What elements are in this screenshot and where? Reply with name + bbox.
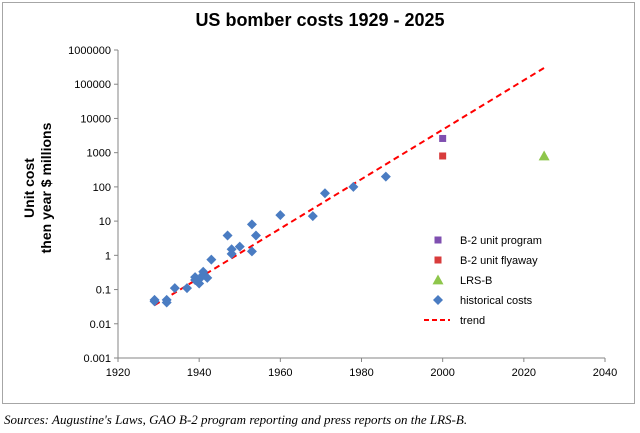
chart-frame: [2, 2, 635, 404]
x-tick-label: 1940: [187, 367, 211, 379]
data-point: [319, 188, 330, 199]
y-tick-label: 0.01: [90, 319, 111, 331]
x-tick-label: 1920: [106, 367, 130, 379]
legend-label: LRS-B: [460, 275, 492, 287]
y-tick-label: 100000: [74, 79, 111, 91]
legend-label: trend: [460, 315, 485, 327]
legend-marker: [434, 256, 442, 264]
data-point: [198, 266, 209, 277]
x-tick-label: 2000: [430, 367, 454, 379]
data-point: [348, 181, 359, 192]
data-point: [538, 150, 550, 161]
legend-label: historical costs: [460, 295, 533, 307]
data-point: [246, 246, 257, 257]
y-tick-label: 1: [105, 250, 111, 262]
data-point: [181, 283, 192, 294]
legend-marker: [432, 274, 444, 285]
y-tick-label: 10000: [80, 113, 111, 125]
x-tick-label: 2020: [512, 367, 536, 379]
chart-title: US bomber costs 1929 - 2025: [195, 10, 445, 30]
legend-label: B-2 unit flyaway: [460, 255, 538, 267]
x-tick-label: 1980: [349, 367, 373, 379]
y-tick-label: 1000000: [68, 45, 111, 57]
y-tick-label: 10: [99, 216, 111, 228]
data-point: [149, 296, 160, 307]
data-point: [161, 297, 172, 308]
data-point: [380, 171, 391, 182]
data-point: [307, 211, 318, 222]
legend-label: B-2 unit program: [460, 235, 542, 247]
legend-marker: [434, 236, 442, 244]
scatter-chart: 0.001 0.01 0.1 1 10 100 1000 10000 100000 1000000…: [68, 45, 617, 379]
data-point: [234, 241, 245, 252]
data-point: [222, 230, 233, 241]
data-point: [226, 244, 237, 255]
data-point: [246, 219, 257, 230]
data-point: [206, 254, 217, 265]
data-point: [202, 272, 213, 283]
trend-line: [154, 67, 545, 307]
data-point: [439, 152, 447, 160]
y-tick-label: 0.1: [96, 285, 111, 297]
x-tick-label: 1960: [268, 367, 292, 379]
y-tick-label: 1000: [87, 148, 111, 160]
source-note: Sources: Augustine's Laws, GAO B-2 progr…: [4, 412, 468, 427]
y-tick-label: 100: [93, 182, 111, 194]
data-point: [250, 230, 261, 241]
data-point: [439, 134, 447, 142]
x-tick-label: 2040: [593, 367, 617, 379]
legend-marker: [433, 295, 443, 305]
data-point: [169, 283, 180, 294]
data-point: [275, 210, 286, 221]
y-tick-label: 0.001: [83, 353, 111, 365]
